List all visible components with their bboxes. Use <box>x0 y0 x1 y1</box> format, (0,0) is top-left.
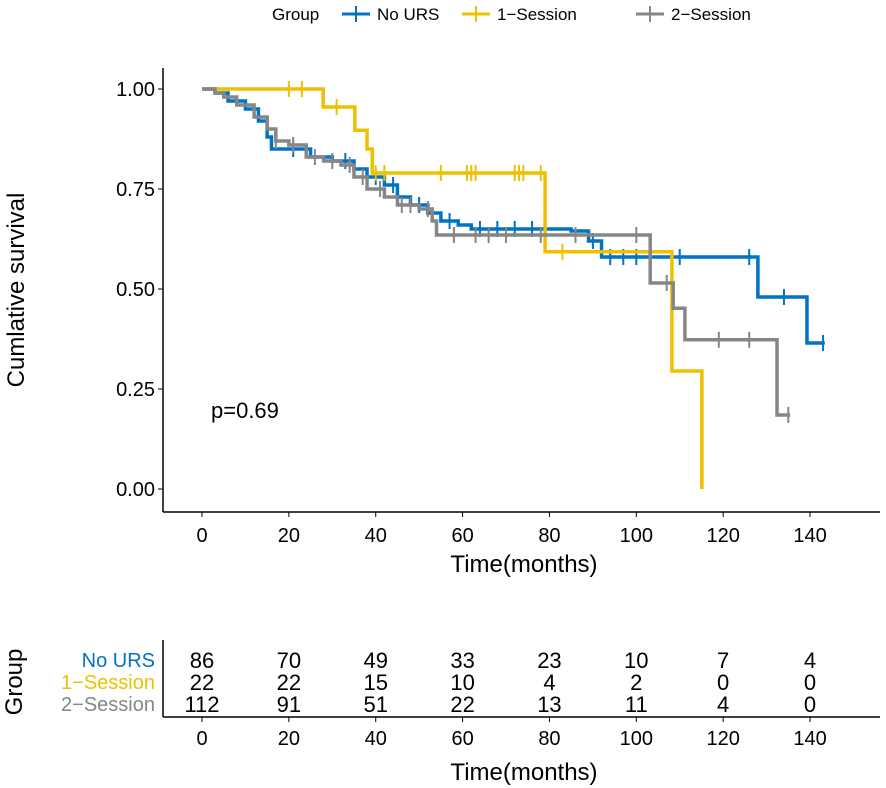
risk-count: 10 <box>624 648 648 673</box>
risk-count: 13 <box>537 692 561 717</box>
risk-x-tick-label: 100 <box>620 728 653 750</box>
survival-curve-no-urs <box>202 87 825 345</box>
x-tick-label: 80 <box>538 525 560 547</box>
y-tick-label: 0.50 <box>116 279 155 301</box>
x-tick-label: 120 <box>706 525 739 547</box>
survival-curve-1-session <box>202 87 704 489</box>
risk-count: 70 <box>277 648 301 673</box>
legend-label: 2−Session <box>671 5 751 24</box>
y-axis-title: Cumlative survival <box>3 193 30 388</box>
y-tick-label: 0.00 <box>116 479 155 501</box>
risk-count: 22 <box>450 692 474 717</box>
risk-table-x-title: Time(months) <box>450 759 597 786</box>
y-tick-label: 1.00 <box>116 79 155 101</box>
risk-count: 15 <box>363 670 387 695</box>
survival-curve-2-session <box>202 87 791 417</box>
risk-x-tick-label: 140 <box>793 728 826 750</box>
risk-table-y-title: Group <box>1 649 28 716</box>
risk-count: 11 <box>625 692 648 717</box>
risk-x-tick-label: 0 <box>196 728 207 750</box>
risk-row-label: 2−Session <box>61 694 155 716</box>
risk-count: 33 <box>450 648 474 673</box>
risk-row-label: 1−Session <box>61 672 155 694</box>
risk-x-tick-label: 40 <box>365 728 387 750</box>
legend-title: Group <box>272 5 319 24</box>
risk-count: 7 <box>717 648 729 673</box>
risk-count: 4 <box>543 670 555 695</box>
risk-x-tick-label: 120 <box>706 728 739 750</box>
risk-x-tick-label: 80 <box>538 728 560 750</box>
risk-count: 23 <box>537 648 561 673</box>
risk-count: 0 <box>804 692 816 717</box>
y-tick-label: 0.25 <box>116 379 155 401</box>
x-tick-label: 100 <box>620 525 653 547</box>
risk-count: 4 <box>717 692 729 717</box>
x-axis-title: Time(months) <box>450 551 597 578</box>
risk-count: 91 <box>277 692 301 717</box>
risk-count: 49 <box>363 648 387 673</box>
y-tick-label: 0.75 <box>116 179 155 201</box>
risk-count: 0 <box>717 670 729 695</box>
legend-label: 1−Session <box>497 5 577 24</box>
risk-count: 0 <box>804 670 816 695</box>
risk-count: 4 <box>804 648 816 673</box>
risk-row-label: No URS <box>82 650 155 672</box>
risk-count: 22 <box>190 670 214 695</box>
risk-count: 86 <box>190 648 214 673</box>
risk-count: 51 <box>363 692 387 717</box>
legend-label: No URS <box>377 5 439 24</box>
x-tick-label: 20 <box>278 525 300 547</box>
x-tick-label: 60 <box>451 525 473 547</box>
risk-x-tick-label: 60 <box>451 728 473 750</box>
risk-count: 112 <box>184 692 219 717</box>
risk-count: 22 <box>277 670 301 695</box>
risk-count: 2 <box>630 670 642 695</box>
x-tick-label: 0 <box>196 525 207 547</box>
x-tick-label: 40 <box>365 525 387 547</box>
risk-x-tick-label: 20 <box>278 728 300 750</box>
p-value-annotation: p=0.69 <box>211 398 279 423</box>
x-tick-label: 140 <box>793 525 826 547</box>
risk-count: 10 <box>450 670 474 695</box>
